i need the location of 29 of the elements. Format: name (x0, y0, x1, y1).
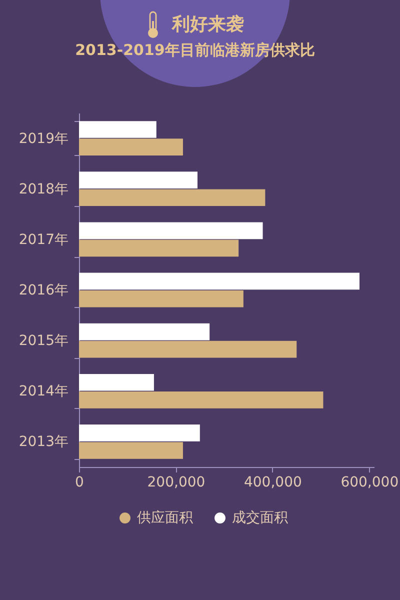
bar (79, 189, 266, 206)
y-tick-label: 2019年 (18, 130, 68, 147)
x-tick-label: 600,000 (340, 474, 399, 490)
chart-subtitle: 2013-2019年目前临港新房供求比 (75, 40, 315, 60)
y-tick-label: 2016年 (18, 282, 68, 298)
x-tick-label: 400,000 (244, 474, 302, 490)
legend-label: 供应面积 (137, 510, 193, 526)
x-tick-label: 200,000 (147, 474, 206, 490)
chart-title: 利好来袭 (172, 14, 244, 36)
bar (79, 240, 239, 257)
bar (79, 323, 210, 340)
y-tick-label: 2014年 (18, 384, 68, 400)
y-tick-label: 2017年 (18, 232, 68, 248)
bar (79, 172, 198, 189)
bar (79, 340, 297, 358)
bar (79, 442, 183, 459)
x-tick-label: 0 (75, 474, 84, 490)
bar (79, 290, 244, 308)
legend-label: 成交面积 (232, 510, 288, 526)
bar (79, 391, 324, 408)
y-tick-label: 2013年 (18, 434, 68, 450)
bar (79, 121, 156, 138)
bar (79, 138, 183, 156)
y-tick-label: 2015年 (18, 333, 68, 350)
bar (79, 222, 263, 240)
bar (79, 272, 360, 290)
bar (79, 424, 200, 442)
bar (79, 374, 154, 391)
y-tick-label: 2018年 (18, 181, 68, 198)
